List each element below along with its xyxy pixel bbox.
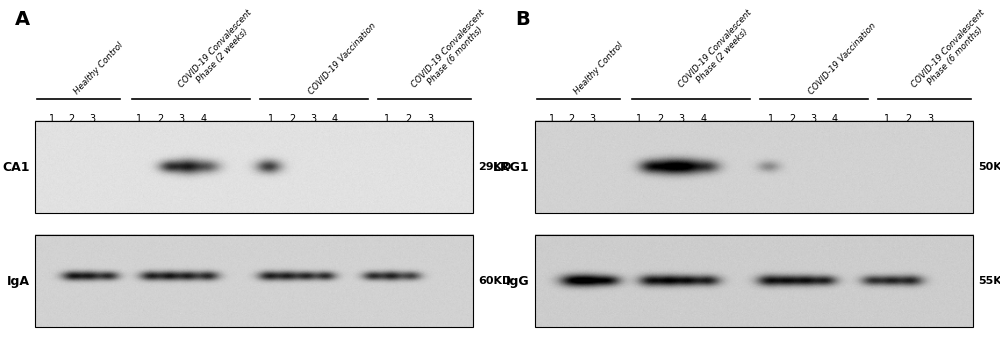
Text: 4: 4	[700, 114, 707, 124]
Text: 29KD: 29KD	[478, 162, 511, 172]
Text: A: A	[15, 10, 30, 29]
Text: Healthy Control: Healthy Control	[72, 41, 125, 96]
Text: B: B	[515, 10, 530, 29]
Text: IgG: IgG	[506, 275, 530, 288]
Text: 2: 2	[68, 114, 74, 124]
Text: 2: 2	[789, 114, 795, 124]
Text: 2: 2	[157, 114, 163, 124]
Text: 2: 2	[405, 114, 411, 124]
Text: 55KD: 55KD	[978, 276, 1000, 286]
Text: 2: 2	[905, 114, 911, 124]
Text: IgA: IgA	[7, 275, 30, 288]
Text: 1: 1	[136, 114, 142, 124]
Text: 3: 3	[810, 114, 816, 124]
Text: COVID-19 Vaccination: COVID-19 Vaccination	[307, 21, 378, 96]
Text: 1: 1	[49, 114, 55, 124]
Text: 3: 3	[178, 114, 184, 124]
Bar	[534, 235, 973, 327]
Text: COVID-19 Convalescent
Phase (6 months): COVID-19 Convalescent Phase (6 months)	[910, 8, 994, 96]
Text: 3: 3	[927, 114, 933, 124]
Text: 2: 2	[657, 114, 663, 124]
Text: LRG1: LRG1	[493, 161, 530, 174]
Bar	[34, 235, 473, 327]
Text: COVID-19 Vaccination: COVID-19 Vaccination	[807, 21, 878, 96]
Bar	[34, 121, 473, 213]
Text: 4: 4	[332, 114, 338, 124]
Text: 4: 4	[200, 114, 207, 124]
Text: 3: 3	[89, 114, 95, 124]
Text: 3: 3	[678, 114, 684, 124]
Text: COVID-19 Convalescent
Phase (6 months): COVID-19 Convalescent Phase (6 months)	[410, 8, 494, 96]
Text: 1: 1	[768, 114, 774, 124]
Text: 2: 2	[289, 114, 295, 124]
Text: 60KD: 60KD	[478, 276, 511, 286]
Text: 1: 1	[636, 114, 642, 124]
Text: 50KD: 50KD	[978, 162, 1000, 172]
Text: 3: 3	[427, 114, 433, 124]
Text: 2: 2	[568, 114, 574, 124]
Text: 3: 3	[589, 114, 595, 124]
Text: COVID-19 Convalescent
Phase (2 weeks): COVID-19 Convalescent Phase (2 weeks)	[177, 8, 261, 96]
Text: 1: 1	[549, 114, 555, 124]
Text: Healthy Control: Healthy Control	[572, 41, 625, 96]
Text: 1: 1	[384, 114, 390, 124]
Text: 1: 1	[884, 114, 890, 124]
Text: 1: 1	[268, 114, 274, 124]
Text: CA1: CA1	[2, 161, 30, 174]
Text: 4: 4	[832, 114, 838, 124]
Text: 3: 3	[310, 114, 316, 124]
Text: COVID-19 Convalescent
Phase (2 weeks): COVID-19 Convalescent Phase (2 weeks)	[677, 8, 761, 96]
Bar	[534, 121, 973, 213]
